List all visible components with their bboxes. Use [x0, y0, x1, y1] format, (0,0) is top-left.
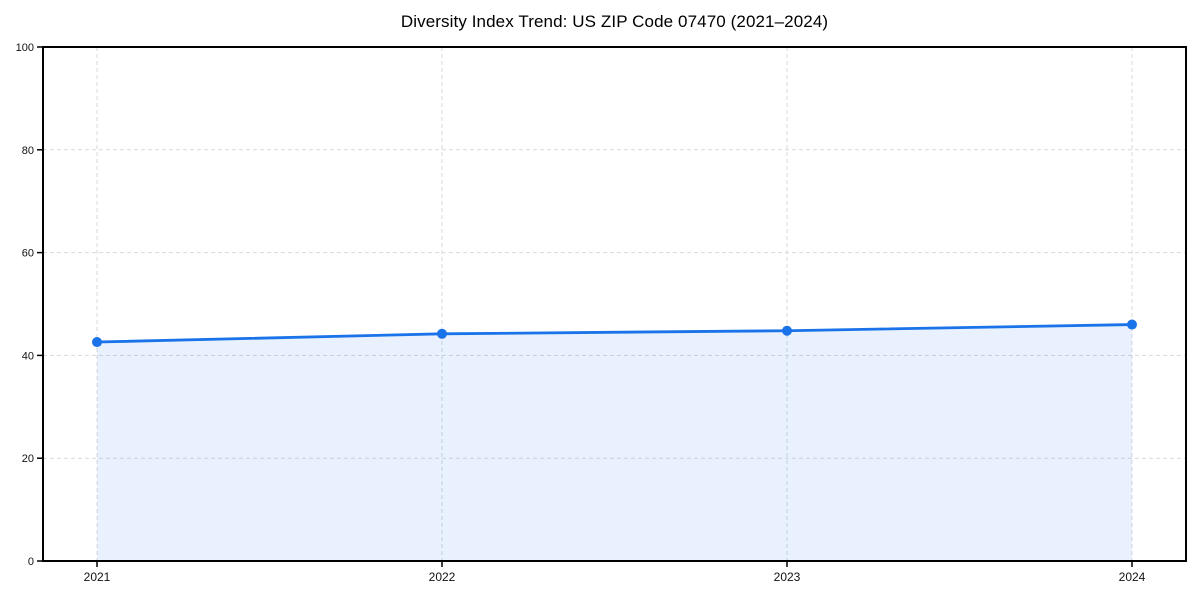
x-tick-label: 2022: [429, 570, 456, 584]
y-tick-label: 80: [22, 145, 34, 157]
data-point-2021: [92, 337, 102, 348]
x-tick-label: 2024: [1119, 570, 1146, 584]
y-tick-label: 20: [22, 453, 34, 465]
data-point-2024: [1127, 319, 1137, 330]
y-tick-label: 100: [16, 42, 34, 54]
x-tick-label: 2021: [84, 570, 111, 584]
plot-border: [42, 46, 1187, 562]
y-tick-label: 60: [22, 248, 34, 260]
y-tick-label: 40: [22, 350, 34, 362]
data-point-2022: [437, 328, 447, 339]
trend-line: [95, 323, 1134, 344]
y-tick-label: 0: [28, 556, 34, 568]
data-point-2023: [782, 325, 792, 336]
chart-title: Diversity Index Trend: US ZIP Code 07470…: [400, 12, 829, 31]
x-tick-label: 2023: [774, 570, 801, 584]
area-fill: [97, 324, 1132, 561]
